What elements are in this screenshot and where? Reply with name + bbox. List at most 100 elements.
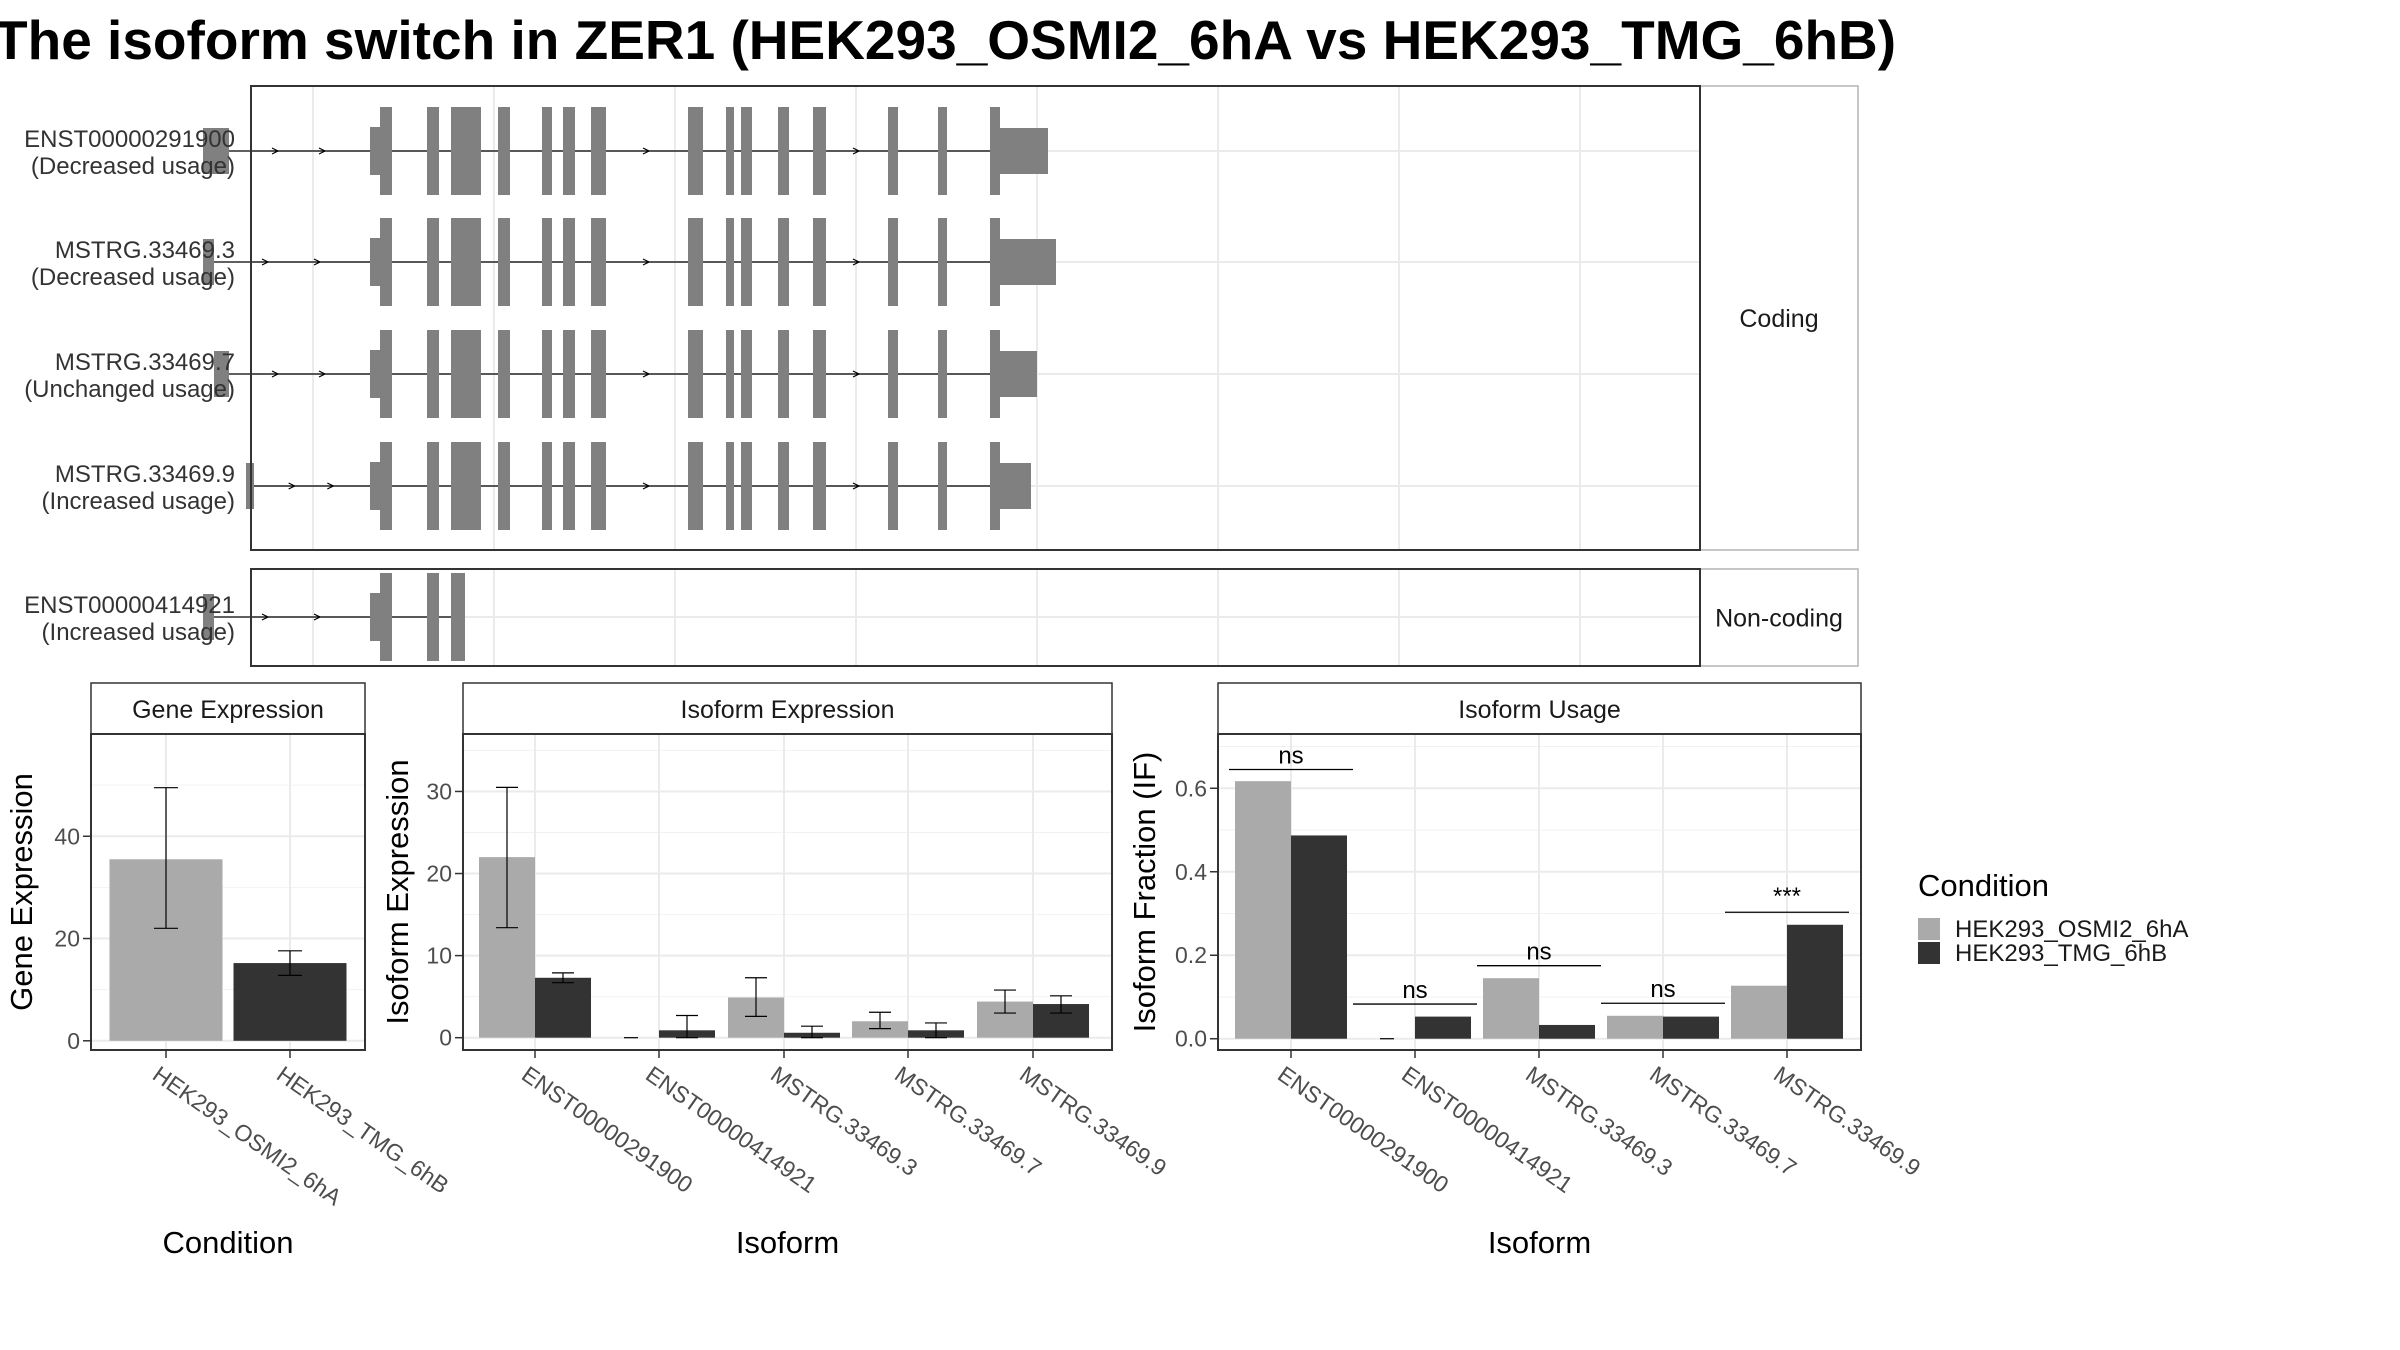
figure-panels: Coding ENST00000291900(Decreased usage) MS…	[4, 85, 2188, 1260]
exon	[451, 107, 481, 195]
exon	[380, 107, 392, 195]
y-tick-label: 0.2	[1175, 942, 1207, 968]
bar	[1539, 1024, 1595, 1039]
exon	[813, 218, 826, 306]
exon	[451, 573, 465, 661]
strand-arrow	[852, 258, 861, 266]
panel-strip	[90, 682, 366, 735]
significance-label: ns	[1526, 939, 1551, 966]
exon	[203, 594, 214, 640]
y-axis-title: Isoform Expression	[380, 759, 415, 1024]
y-axis-title: Gene Expression	[4, 773, 39, 1011]
panel-frame	[462, 733, 1113, 1051]
x-axis-title: Isoform	[1488, 1225, 1591, 1260]
transcript-status-label: (Unchanged usage)	[24, 376, 235, 403]
exon	[990, 218, 1000, 306]
y-tick-label: 0.0	[1175, 1026, 1207, 1052]
exon	[813, 330, 826, 418]
exon	[1000, 128, 1048, 174]
significance-label: ns	[1650, 976, 1675, 1003]
exon	[726, 442, 734, 530]
legend-title: Condition	[1918, 868, 2049, 903]
exon	[813, 107, 826, 195]
bar	[1731, 985, 1787, 1039]
bar-panel: Isoform Usagensnsnsns***0.00.20.40.6ENST…	[1127, 682, 1925, 1260]
y-tick-label: 10	[426, 943, 452, 969]
exon	[427, 107, 439, 195]
significance-label: ns	[1402, 977, 1427, 1004]
bar	[1663, 1016, 1719, 1039]
facet-label: Non-coding	[1715, 605, 1843, 633]
bar	[1787, 924, 1843, 1039]
facet-label: Coding	[1739, 305, 1818, 333]
exon	[370, 127, 380, 175]
strand-arrow	[271, 370, 280, 378]
panel-title: Isoform Expression	[681, 696, 895, 724]
exon	[591, 442, 606, 530]
strand-arrow	[642, 370, 651, 378]
exon	[688, 218, 703, 306]
y-tick-label: 40	[54, 823, 80, 849]
transcript-track: ENST00000414921(Increased usage)	[24, 573, 465, 661]
exon	[370, 462, 380, 510]
transcript-id-label: ENST00000291900	[24, 126, 235, 153]
exon	[688, 107, 703, 195]
exon	[498, 330, 510, 418]
facet-frame	[250, 568, 1701, 667]
exon	[813, 442, 826, 530]
exon	[688, 442, 703, 530]
x-axis-title: Condition	[163, 1225, 294, 1260]
y-tick-label: 20	[426, 861, 452, 887]
strand-arrow	[313, 258, 322, 266]
exon	[563, 330, 575, 418]
exon	[203, 239, 214, 285]
exon	[498, 107, 510, 195]
exon	[938, 330, 947, 418]
y-tick-label: 0.6	[1175, 775, 1207, 801]
facet-strip	[1699, 85, 1859, 551]
figure-title: The isoform switch in ZER1 (HEK293_OSMI2…	[0, 9, 1896, 71]
facet-strip	[1699, 568, 1859, 667]
exon	[888, 107, 898, 195]
panel-title: Isoform Usage	[1458, 696, 1621, 724]
exon	[380, 330, 392, 418]
transcript-id-label: MSTRG.33469.3	[55, 237, 235, 264]
exon	[380, 442, 392, 530]
exon	[498, 442, 510, 530]
exon	[591, 218, 606, 306]
strand-arrow	[318, 147, 327, 155]
transcript-id-label: MSTRG.33469.7	[55, 349, 235, 376]
exon	[726, 218, 734, 306]
exon	[370, 593, 380, 641]
exon	[741, 442, 752, 530]
exon	[563, 442, 575, 530]
exon	[203, 128, 229, 174]
transcript-track: ENST00000291900(Decreased usage)	[24, 107, 1048, 195]
exon	[888, 442, 898, 530]
transcript-track: MSTRG.33469.3(Decreased usage)	[31, 218, 1056, 306]
y-tick-label: 0.4	[1175, 859, 1207, 885]
transcript-id-label: ENST00000414921	[24, 592, 235, 619]
strand-arrow	[642, 147, 651, 155]
transcript-status-label: (Increased usage)	[42, 488, 235, 515]
strand-arrow	[288, 482, 297, 490]
exon	[938, 442, 947, 530]
exon	[888, 330, 898, 418]
exon	[1000, 239, 1056, 285]
exon	[1000, 351, 1037, 397]
exon	[741, 330, 752, 418]
exon	[726, 330, 734, 418]
exon	[591, 330, 606, 418]
bar	[1607, 1015, 1663, 1039]
y-axis-title: Isoform Fraction (IF)	[1127, 752, 1162, 1033]
exon	[778, 218, 789, 306]
strand-arrow	[271, 147, 280, 155]
exon	[888, 218, 898, 306]
strand-arrow	[261, 258, 270, 266]
x-axis-title: Isoform	[736, 1225, 839, 1260]
structure-facet: Coding ENST00000291900(Decreased usage) MS…	[24, 85, 1859, 551]
strand-arrow	[852, 482, 861, 490]
transcript-id-label: MSTRG.33469.9	[55, 461, 235, 488]
exon	[726, 107, 734, 195]
